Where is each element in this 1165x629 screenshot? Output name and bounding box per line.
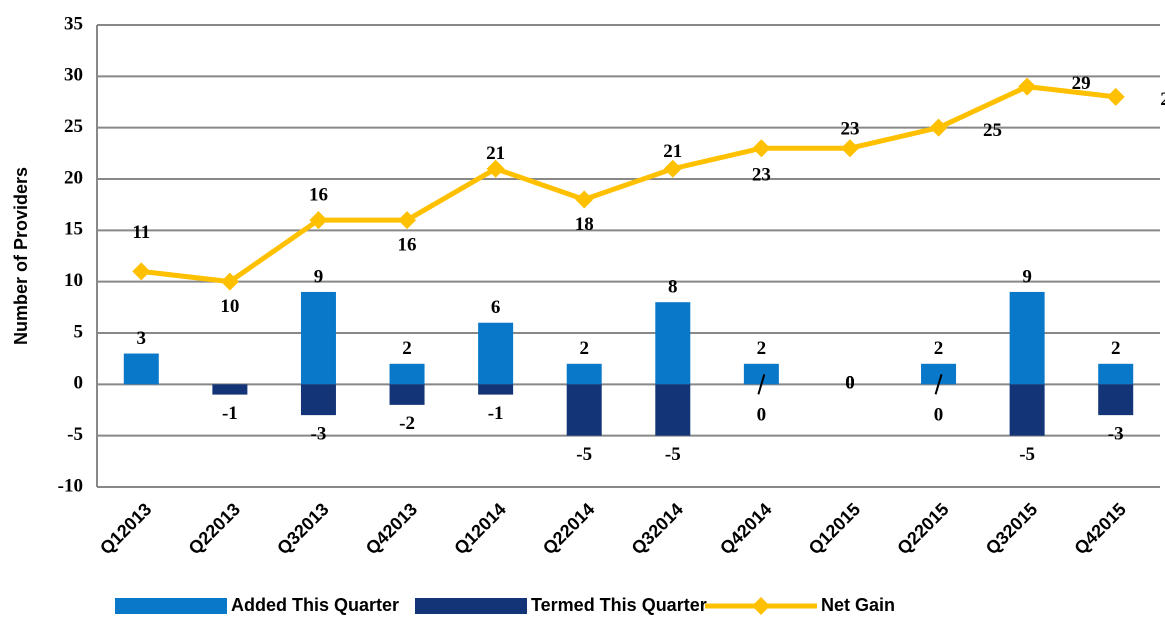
- data-label: 9: [314, 266, 324, 287]
- legend-label: Net Gain: [821, 595, 895, 615]
- bar: [743, 363, 779, 385]
- marker: [840, 139, 859, 158]
- bar: [478, 322, 514, 385]
- data-label: -5: [1019, 444, 1035, 465]
- x-tick-label: Q32014: [628, 499, 687, 558]
- data-label: 23: [752, 165, 771, 186]
- y-tick-label: 20: [64, 167, 83, 188]
- data-label: 18: [575, 214, 594, 235]
- bar: [655, 302, 691, 385]
- data-label: -1: [488, 403, 504, 424]
- marker: [220, 272, 239, 291]
- x-tick-label: Q42013: [362, 499, 421, 558]
- data-label: 9: [1022, 266, 1032, 287]
- data-label: 25: [983, 120, 1002, 141]
- legend-label: Termed This Quarter: [531, 595, 707, 615]
- data-label: -2: [399, 413, 415, 434]
- data-label: 16: [398, 234, 417, 255]
- x-tick-label: Q32015: [982, 499, 1041, 558]
- line: [141, 84, 1116, 285]
- zero-marker: [934, 374, 943, 395]
- data-label: 21: [663, 141, 682, 162]
- bar: [300, 291, 336, 385]
- bar: [389, 384, 425, 405]
- bar: [921, 363, 957, 385]
- bar: [478, 384, 514, 395]
- x-tick-label: Q22015: [893, 499, 952, 558]
- y-tick-label: -5: [67, 424, 83, 445]
- bar: [566, 363, 602, 385]
- data-label: 2: [1111, 338, 1121, 359]
- marker: [929, 118, 948, 137]
- data-label: -3: [311, 423, 327, 444]
- marker: [1106, 87, 1125, 106]
- data-label: 21: [486, 143, 505, 164]
- x-tick-label: Q32013: [273, 499, 332, 558]
- y-tick-label: 30: [64, 65, 83, 86]
- legend-marker: [752, 597, 770, 615]
- data-label: 11: [132, 222, 150, 243]
- bar: [566, 384, 602, 436]
- y-tick-label: 0: [74, 373, 84, 394]
- zero-marker: [757, 374, 766, 395]
- marker: [663, 159, 682, 178]
- y-tick-label: 15: [64, 219, 83, 240]
- data-label: 0: [845, 373, 855, 394]
- data-label: -3: [1108, 423, 1124, 444]
- bar: [300, 384, 336, 416]
- x-tick-label: Q42014: [716, 499, 775, 558]
- bar: [1098, 363, 1134, 385]
- data-label: 2: [934, 338, 944, 359]
- marker: [132, 262, 151, 281]
- data-label: 0: [845, 373, 855, 394]
- x-tick-label: Q22013: [185, 499, 244, 558]
- data-label: 0: [934, 405, 944, 426]
- data-label: 29: [1072, 73, 1091, 94]
- bar: [389, 363, 425, 385]
- legend-swatch: [415, 598, 527, 614]
- y-tick-label: 25: [64, 116, 83, 137]
- y-axis-label: Number of Providers: [11, 167, 31, 345]
- data-label: 6: [491, 297, 501, 318]
- data-label: 0: [757, 405, 767, 426]
- data-label: 16: [309, 184, 328, 205]
- data-label: 2: [402, 338, 412, 359]
- data-label: -1: [222, 403, 238, 424]
- data-label: 2: [579, 338, 589, 359]
- y-tick-label: -10: [58, 475, 83, 496]
- data-label: 28: [1160, 89, 1165, 110]
- x-tick-label: Q12013: [96, 499, 155, 558]
- data-label: 3: [137, 328, 147, 349]
- data-label: 2: [757, 338, 767, 359]
- marker: [752, 139, 771, 158]
- x-tick-label: Q42015: [1070, 499, 1129, 558]
- x-tick-label: Q12015: [805, 499, 864, 558]
- x-tick-label: Q22014: [539, 499, 598, 558]
- legend-swatch: [115, 598, 227, 614]
- bar: [1009, 384, 1045, 436]
- data-label: 10: [220, 296, 239, 317]
- marker: [486, 159, 505, 178]
- bar: [655, 384, 691, 436]
- marker: [1018, 77, 1037, 96]
- bar: [1009, 291, 1045, 385]
- x-tick-label: Q12014: [450, 499, 509, 558]
- data-label: 23: [840, 119, 859, 140]
- bar: [123, 353, 159, 385]
- marker: [309, 211, 328, 230]
- bar: [1098, 384, 1134, 416]
- y-tick-label: 35: [64, 13, 83, 34]
- data-label: -5: [665, 444, 681, 465]
- data-label: -5: [576, 444, 592, 465]
- marker: [398, 211, 417, 230]
- y-tick-label: 10: [64, 270, 83, 291]
- y-tick-label: 5: [74, 321, 84, 342]
- bar: [212, 384, 248, 395]
- legend-label: Added This Quarter: [231, 595, 399, 615]
- data-label: 8: [668, 277, 678, 298]
- marker: [575, 190, 594, 209]
